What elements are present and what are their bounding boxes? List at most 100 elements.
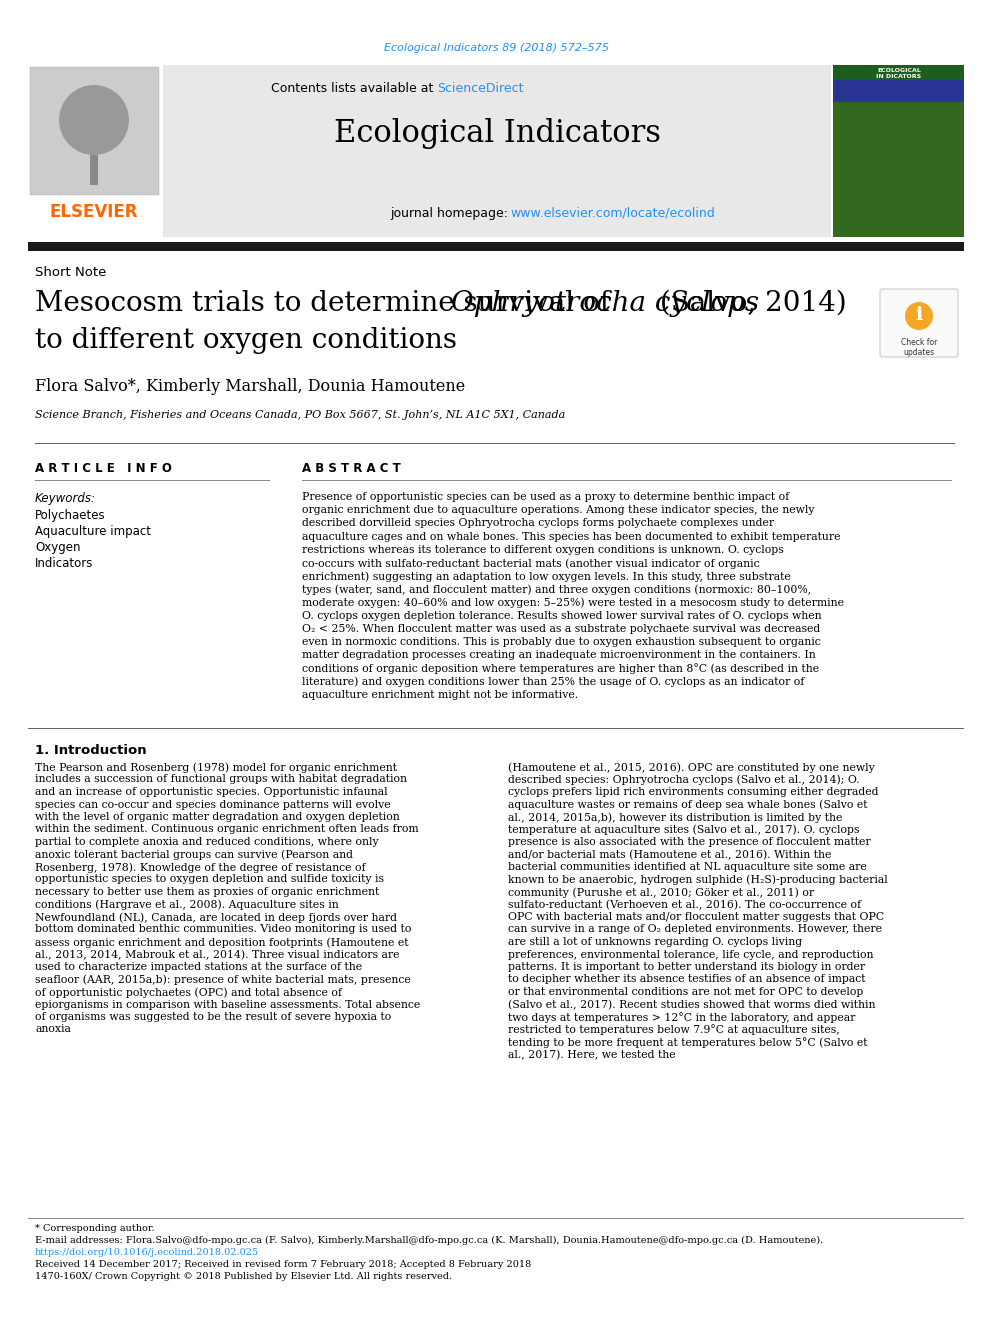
Text: O₂ < 25%. When flocculent matter was used as a substrate polychaete survival was: O₂ < 25%. When flocculent matter was use… [302, 624, 820, 634]
Text: cyclops prefers lipid rich environments consuming either degraded: cyclops prefers lipid rich environments … [508, 787, 879, 796]
Circle shape [905, 302, 933, 329]
Text: to decipher whether its absence testifies of an absence of impact: to decipher whether its absence testifie… [508, 975, 865, 984]
Text: are still a lot of unknowns regarding O. cyclops living: are still a lot of unknowns regarding O.… [508, 937, 803, 947]
Text: with the level of organic matter degradation and oxygen depletion: with the level of organic matter degrada… [35, 812, 400, 822]
Text: species can co-occur and species dominance patterns will evolve: species can co-occur and species dominan… [35, 799, 391, 810]
Text: Rosenberg, 1978). Knowledge of the degree of resistance of: Rosenberg, 1978). Knowledge of the degre… [35, 863, 366, 873]
Text: al., 2014, 2015a,b), however its distribution is limited by the: al., 2014, 2015a,b), however its distrib… [508, 812, 842, 823]
Text: aquaculture wastes or remains of deep sea whale bones (Salvo et: aquaculture wastes or remains of deep se… [508, 799, 867, 810]
Text: sulfato-reductant (Verhoeven et al., 2016). The co-occurrence of: sulfato-reductant (Verhoeven et al., 201… [508, 900, 861, 910]
Text: restricted to temperatures below 7.9°C at aquaculture sites,: restricted to temperatures below 7.9°C a… [508, 1024, 840, 1036]
Text: ECOLOGICAL
IN DICATORS: ECOLOGICAL IN DICATORS [876, 67, 922, 79]
Text: * Corresponding author.: * Corresponding author. [35, 1224, 155, 1233]
Text: Ecological Indicators 89 (2018) 572–575: Ecological Indicators 89 (2018) 572–575 [384, 44, 608, 53]
Text: ELSEVIER: ELSEVIER [50, 202, 138, 221]
Text: Ophryotrocha cyclops: Ophryotrocha cyclops [451, 290, 759, 318]
Text: described species: Ophryotrocha cyclops (Salvo et al., 2014); O.: described species: Ophryotrocha cyclops … [508, 774, 860, 785]
Bar [833, 102, 964, 237]
Text: al., 2017). Here, we tested the: al., 2017). Here, we tested the [508, 1049, 676, 1060]
Text: i: i [916, 306, 923, 324]
Text: enrichment) suggesting an adaptation to low oxygen levels. In this study, three : enrichment) suggesting an adaptation to … [302, 572, 791, 582]
Circle shape [59, 85, 129, 155]
Text: can survive in a range of O₂ depleted environments. However, there: can survive in a range of O₂ depleted en… [508, 925, 882, 934]
Text: organic enrichment due to aquaculture operations. Among these indicator species,: organic enrichment due to aquaculture op… [302, 505, 814, 515]
Text: restrictions whereas its tolerance to different oxygen conditions is unknown. O.: restrictions whereas its tolerance to di… [302, 545, 784, 554]
Bar [833, 79, 964, 102]
Text: (Hamoutene et al., 2015, 2016). OPC are constituted by one newly: (Hamoutene et al., 2015, 2016). OPC are … [508, 762, 875, 773]
Text: aquaculture enrichment might not be informative.: aquaculture enrichment might not be info… [302, 691, 578, 700]
Text: (Salvo, 2014): (Salvo, 2014) [651, 290, 847, 318]
Text: or that environmental conditions are not met for OPC to develop: or that environmental conditions are not… [508, 987, 863, 998]
Text: patterns. It is important to better understand its biology in order: patterns. It is important to better unde… [508, 962, 865, 972]
Text: assess organic enrichment and deposition footprints (Hamoutene et: assess organic enrichment and deposition… [35, 937, 409, 947]
Text: The Pearson and Rosenberg (1978) model for organic enrichment: The Pearson and Rosenberg (1978) model f… [35, 762, 397, 773]
Text: conditions (Hargrave et al., 2008). Aquaculture sites in: conditions (Hargrave et al., 2008). Aqua… [35, 900, 338, 910]
Text: Keywords:: Keywords: [35, 492, 96, 505]
Text: temperature at aquaculture sites (Salvo et al., 2017). O. cyclops: temperature at aquaculture sites (Salvo … [508, 824, 859, 835]
Text: Flora Salvo*, Kimberly Marshall, Dounia Hamoutene: Flora Salvo*, Kimberly Marshall, Dounia … [35, 378, 465, 396]
Bar [90, 155, 98, 185]
Text: aquaculture cages and on whale bones. This species has been documented to exhibi: aquaculture cages and on whale bones. Th… [302, 532, 840, 541]
Text: and/or bacterial mats (Hamoutene et al., 2016). Within the: and/or bacterial mats (Hamoutene et al.,… [508, 849, 831, 860]
Text: bacterial communities identified at NL aquaculture site some are: bacterial communities identified at NL a… [508, 863, 867, 872]
Text: Newfoundland (NL), Canada, are located in deep fjords over hard: Newfoundland (NL), Canada, are located i… [35, 912, 397, 922]
Text: literature) and oxygen conditions lower than 25% the usage of O. cyclops as an i: literature) and oxygen conditions lower … [302, 677, 805, 688]
Text: tending to be more frequent at temperatures below 5°C (Salvo et: tending to be more frequent at temperatu… [508, 1037, 867, 1048]
Text: https://doi.org/10.1016/j.ecolind.2018.02.025: https://doi.org/10.1016/j.ecolind.2018.0… [35, 1248, 259, 1257]
Bar [163, 65, 831, 237]
Text: matter degradation processes creating an inadequate microenvironment in the cont: matter degradation processes creating an… [302, 651, 815, 660]
Text: Polychaetes: Polychaetes [35, 509, 105, 523]
Text: necessary to better use them as proxies of organic enrichment: necessary to better use them as proxies … [35, 886, 379, 897]
Bar [30, 67, 159, 194]
Text: 1. Introduction: 1. Introduction [35, 744, 147, 757]
Text: anoxia: anoxia [35, 1024, 70, 1035]
Text: moderate oxygen: 40–60% and low oxygen: 5–25%) were tested in a mesocosm study t: moderate oxygen: 40–60% and low oxygen: … [302, 598, 844, 609]
Text: opportunistic species to oxygen depletion and sulfide toxicity is: opportunistic species to oxygen depletio… [35, 875, 384, 885]
Text: known to be anaerobic, hydrogen sulphide (H₂S)-producing bacterial: known to be anaerobic, hydrogen sulphide… [508, 875, 888, 885]
Text: types (water, sand, and flocculent matter) and three oxygen conditions (normoxic: types (water, sand, and flocculent matte… [302, 585, 811, 595]
Text: and an increase of opportunistic species. Opportunistic infaunal: and an increase of opportunistic species… [35, 787, 388, 796]
Text: to different oxygen conditions: to different oxygen conditions [35, 327, 457, 355]
Text: seafloor (AAR, 2015a,b): presence of white bacterial mats, presence: seafloor (AAR, 2015a,b): presence of whi… [35, 975, 411, 986]
Bar [28, 65, 161, 237]
Text: Aquaculture impact: Aquaculture impact [35, 525, 151, 538]
Text: of organisms was suggested to be the result of severe hypoxia to: of organisms was suggested to be the res… [35, 1012, 391, 1021]
Text: O. cyclops oxygen depletion tolerance. Results showed lower survival rates of O.: O. cyclops oxygen depletion tolerance. R… [302, 611, 821, 620]
Text: Contents lists available at: Contents lists available at [271, 82, 437, 95]
Text: includes a succession of functional groups with habitat degradation: includes a succession of functional grou… [35, 774, 407, 785]
Text: bottom dominated benthic communities. Video monitoring is used to: bottom dominated benthic communities. Vi… [35, 925, 412, 934]
Text: ScienceDirect: ScienceDirect [437, 82, 524, 95]
Text: described dorvilleid species Ophryotrocha cyclops forms polychaete complexes und: described dorvilleid species Ophryotroch… [302, 519, 774, 528]
Text: even in normoxic conditions. This is probably due to oxygen exhaustion subsequen: even in normoxic conditions. This is pro… [302, 638, 820, 647]
Text: (Salvo et al., 2017). Recent studies showed that worms died within: (Salvo et al., 2017). Recent studies sho… [508, 999, 876, 1009]
Text: A R T I C L E   I N F O: A R T I C L E I N F O [35, 462, 172, 475]
Text: anoxic tolerant bacterial groups can survive (Pearson and: anoxic tolerant bacterial groups can sur… [35, 849, 353, 860]
Text: A B S T R A C T: A B S T R A C T [302, 462, 401, 475]
Text: conditions of organic deposition where temperatures are higher than 8°C (as desc: conditions of organic deposition where t… [302, 664, 819, 675]
Text: www.elsevier.com/locate/ecolind: www.elsevier.com/locate/ecolind [510, 206, 715, 220]
Text: OPC with bacterial mats and/or flocculent matter suggests that OPC: OPC with bacterial mats and/or flocculen… [508, 912, 884, 922]
Text: al., 2013, 2014, Mabrouk et al., 2014). Three visual indicators are: al., 2013, 2014, Mabrouk et al., 2014). … [35, 950, 400, 960]
Text: Mesocosm trials to determine survival of: Mesocosm trials to determine survival of [35, 290, 619, 318]
Text: 1470-160X/ Crown Copyright © 2018 Published by Elsevier Ltd. All rights reserved: 1470-160X/ Crown Copyright © 2018 Publis… [35, 1271, 452, 1281]
Text: updates: updates [904, 348, 934, 357]
Text: within the sediment. Continuous organic enrichment often leads from: within the sediment. Continuous organic … [35, 824, 419, 835]
Text: preferences, environmental tolerance, life cycle, and reproduction: preferences, environmental tolerance, li… [508, 950, 874, 959]
Text: E-mail addresses: Flora.Salvo@dfo-mpo.gc.ca (F. Salvo), Kimberly.Marshall@dfo-mp: E-mail addresses: Flora.Salvo@dfo-mpo.gc… [35, 1236, 823, 1245]
Text: of opportunistic polychaetes (OPC) and total absence of: of opportunistic polychaetes (OPC) and t… [35, 987, 342, 998]
Text: Presence of opportunistic species can be used as a proxy to determine benthic im: Presence of opportunistic species can be… [302, 492, 790, 501]
Text: two days at temperatures > 12°C in the laboratory, and appear: two days at temperatures > 12°C in the l… [508, 1012, 855, 1023]
Text: co-occurs with sulfato-reductant bacterial mats (another visual indicator of org: co-occurs with sulfato-reductant bacteri… [302, 558, 760, 569]
Text: Ecological Indicators: Ecological Indicators [333, 118, 661, 149]
Text: Indicators: Indicators [35, 557, 93, 570]
Text: community (Purushe et al., 2010; Göker et al., 2011) or: community (Purushe et al., 2010; Göker e… [508, 886, 814, 897]
FancyBboxPatch shape [880, 288, 958, 357]
Text: Oxygen: Oxygen [35, 541, 80, 554]
Text: used to characterize impacted stations at the surface of the: used to characterize impacted stations a… [35, 962, 362, 972]
Text: Received 14 December 2017; Received in revised form 7 February 2018; Accepted 8 : Received 14 December 2017; Received in r… [35, 1259, 532, 1269]
Bar [28, 242, 964, 251]
Bar [833, 65, 964, 237]
Text: Science Branch, Fisheries and Oceans Canada, PO Box 5667, St. John’s, NL A1C 5X1: Science Branch, Fisheries and Oceans Can… [35, 410, 565, 419]
Text: Short Note: Short Note [35, 266, 106, 279]
Text: journal homepage:: journal homepage: [390, 206, 512, 220]
